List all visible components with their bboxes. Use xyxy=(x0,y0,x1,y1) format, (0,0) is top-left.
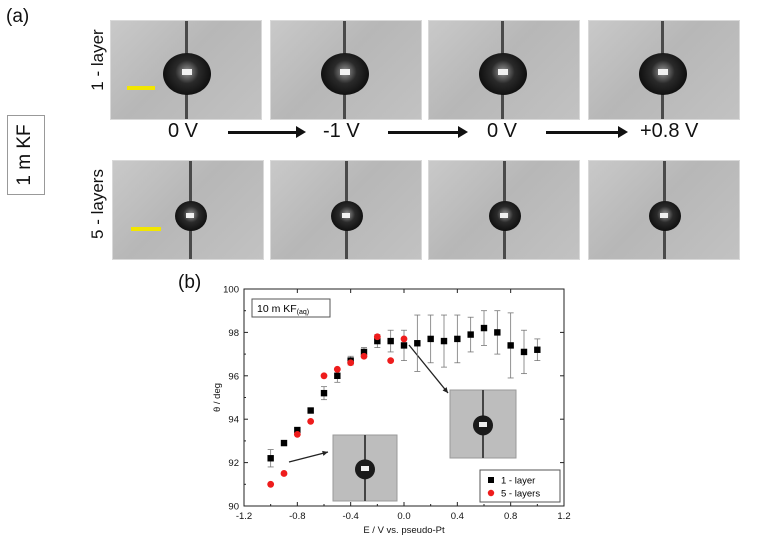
data-point-1-layer xyxy=(294,426,301,434)
inset-glint xyxy=(479,422,487,427)
sequence-arrow-3 xyxy=(546,126,628,138)
panel-a-label: (a) xyxy=(6,6,30,27)
x-tick-label: -0.8 xyxy=(289,511,305,522)
data-point-5-layers xyxy=(373,333,381,341)
droplet-image-5layers-0v xyxy=(112,160,264,260)
side-label-box xyxy=(7,115,45,195)
data-point-5-layers xyxy=(280,470,288,477)
y-tick-label: 92 xyxy=(228,458,239,469)
data-point-1-layer xyxy=(280,439,288,447)
droplet-image-1layer-plus08v xyxy=(588,20,740,120)
data-point-1-layer xyxy=(414,340,421,347)
data-point-1-layer xyxy=(480,324,488,332)
data-point-5-layers xyxy=(360,352,368,360)
data-point-5-layers xyxy=(387,357,395,365)
data-point-1-layer xyxy=(507,342,514,349)
data-point-5-layers xyxy=(333,365,341,373)
sequence-arrow-1 xyxy=(228,126,306,138)
scale-bar xyxy=(131,227,161,231)
data-point-5-layers xyxy=(347,359,355,367)
scale-bar xyxy=(127,86,155,90)
x-tick-label: 0.8 xyxy=(504,511,517,522)
droplet-image-5layers-plus08v xyxy=(588,160,740,260)
inset-arrow-positive-head xyxy=(442,387,448,393)
data-point-1-layer xyxy=(360,348,368,356)
x-tick-label: -0.4 xyxy=(342,511,358,522)
sequence-step-2: -1 V xyxy=(323,120,360,142)
annotation-text: 10 m KF(aq) xyxy=(257,303,309,316)
data-point-5-layers xyxy=(293,430,301,438)
inset-image-positive xyxy=(449,389,517,459)
droplet-image-5layers-minus1v xyxy=(270,160,422,260)
sequence-arrow-2 xyxy=(388,126,468,138)
inset-image-negative xyxy=(332,434,398,502)
sequence-step-4: +0.8 V xyxy=(640,120,699,142)
legend-marker-circle xyxy=(487,489,495,497)
panel-b-label: (b) xyxy=(178,272,202,293)
data-point-1-layer xyxy=(427,335,434,343)
droplet-image-1layer-minus1v xyxy=(270,20,422,120)
data-point-1-layer xyxy=(534,346,541,353)
x-axis-label: E / V vs. pseudo-Pt xyxy=(363,525,445,536)
data-point-1-layer xyxy=(387,337,394,345)
x-tick-label: 0.0 xyxy=(397,511,410,522)
inset-arrow-positive xyxy=(408,344,449,394)
data-point-1-layer xyxy=(267,455,274,462)
data-point-1-layer xyxy=(320,389,328,397)
legend-label: 1 - layer xyxy=(501,476,535,487)
data-point-1-layer xyxy=(494,329,501,336)
y-tick-label: 98 xyxy=(228,328,239,339)
inset-arrow-negative-head xyxy=(322,450,328,456)
inset-glint xyxy=(361,466,369,471)
droplet-image-1layer-0v xyxy=(110,20,262,120)
data-point-5-layers xyxy=(320,372,328,380)
data-point-1-layer xyxy=(400,342,408,349)
annotation-box xyxy=(251,298,331,318)
y-tick-label: 100 xyxy=(223,285,239,296)
data-point-1-layer xyxy=(440,337,448,345)
data-point-1-layer xyxy=(374,337,381,345)
x-tick-label: -1.2 xyxy=(236,511,252,522)
data-point-5-layers xyxy=(267,480,275,488)
y-tick-label: 96 xyxy=(228,371,239,382)
inset-arrow-negative xyxy=(288,451,329,463)
data-point-1-layer xyxy=(454,335,461,343)
data-point-1-layer xyxy=(520,348,528,356)
data-point-5-layers xyxy=(400,335,408,343)
x-tick-label: 1.2 xyxy=(557,511,570,522)
sequence-step-1: 0 V xyxy=(168,120,199,142)
data-point-1-layer xyxy=(307,407,314,414)
droplet-image-5layers-0v-return xyxy=(428,160,580,260)
y-tick-label: 90 xyxy=(228,502,239,513)
legend-label: 5 - layers xyxy=(501,489,540,500)
data-point-1-layer xyxy=(467,331,474,338)
data-point-1-layer xyxy=(334,372,341,379)
x-tick-label: 0.4 xyxy=(451,511,464,522)
legend-box xyxy=(479,469,561,503)
droplet-image-1layer-0v-return xyxy=(428,20,580,120)
sequence-step-3: 0 V xyxy=(487,120,518,142)
legend-marker-square xyxy=(488,477,494,483)
data-point-5-layers xyxy=(307,417,315,425)
y-axis-label: θ / deg xyxy=(212,383,223,412)
y-tick-label: 94 xyxy=(228,415,239,426)
